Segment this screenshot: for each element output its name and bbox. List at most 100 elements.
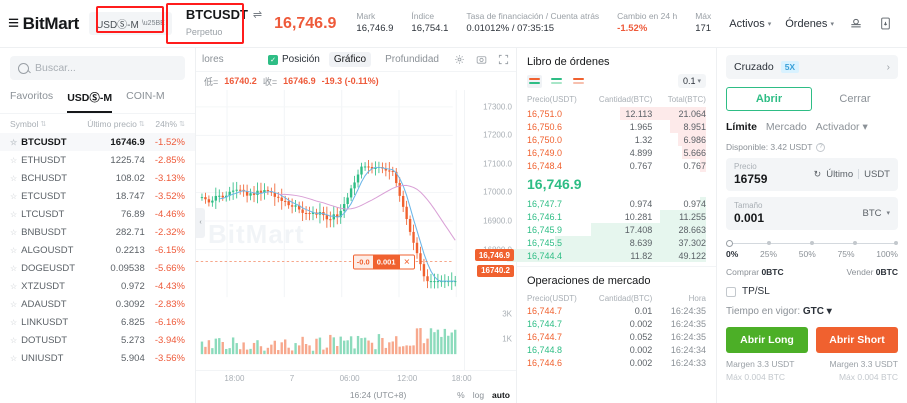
nav-orders[interactable]: Órdenes ▾ — [785, 17, 834, 30]
ask-row[interactable]: 16,748.4 0.767 0.767 — [517, 159, 716, 172]
pct-50[interactable]: 50% — [798, 249, 816, 259]
search-input[interactable]: Buscar... — [10, 56, 185, 80]
symbol-sidebar: Buscar... Favoritos USDⓈ-M COIN-M Symbol… — [0, 48, 196, 403]
symbol-row[interactable]: ☆ XTZUSDT 0.972 -4.43% — [0, 277, 195, 295]
orderbook-columns: Precio(USDT) Cantidad(BTC) Total(BTC) — [517, 93, 716, 107]
favorite-star-icon[interactable]: ☆ — [10, 317, 18, 327]
bid-row[interactable]: 16,744.4 11.82 49.122 — [507, 249, 716, 262]
pct-100[interactable]: 100% — [876, 249, 898, 259]
pct-25[interactable]: 25% — [760, 249, 778, 259]
tpsl-checkbox[interactable]: TP/SL — [726, 286, 898, 297]
layout-bids-icon[interactable] — [549, 75, 564, 88]
bid-row[interactable]: 16,746.1 10.281 11.255 — [517, 210, 716, 223]
open-short-button[interactable]: Abrir Short — [816, 327, 898, 353]
tab-limite[interactable]: Límite — [726, 121, 757, 133]
orderbook-precision-select[interactable]: 0.1 ▾ — [677, 74, 706, 88]
tab-usdt-m[interactable]: USDⓈ-M — [67, 90, 113, 113]
time-in-force-selector[interactable]: Tiempo en vigor: GTC ▾ — [726, 306, 832, 317]
tab-abrir[interactable]: Abrir — [726, 87, 812, 111]
column-change-24h[interactable]: 24h% ⇅ — [155, 119, 185, 129]
favorite-star-icon[interactable]: ☆ — [10, 299, 18, 309]
open-long-button[interactable]: Abrir Long — [726, 327, 808, 353]
symbol-selector[interactable]: BTCUSDT ⇌ Perpetuo — [186, 7, 262, 40]
favorite-star-icon[interactable]: ☆ — [10, 353, 18, 363]
symbol-row[interactable]: ☆ LTCUSDT 76.89 -4.46% — [0, 205, 195, 223]
fullscreen-icon[interactable] — [497, 53, 510, 66]
ohlc-info-bar: 低= 16740.2 收= 16746.9 -19.3 (-0.11%) — [196, 72, 516, 90]
layout-both-icon[interactable] — [527, 74, 542, 88]
favorite-star-icon[interactable]: ☆ — [10, 281, 18, 291]
symbol-row[interactable]: ☆ ALGOUSDT 0.2213 -6.15% — [0, 241, 195, 259]
favorite-star-icon[interactable]: ☆ — [10, 155, 18, 165]
favorite-star-icon[interactable]: ☆ — [10, 173, 18, 183]
favorite-star-icon[interactable]: ☆ — [10, 227, 18, 237]
info-icon[interactable]: ? — [816, 142, 826, 152]
order-amount: 11.82 — [630, 250, 653, 261]
scale-auto-button[interactable]: auto — [492, 389, 510, 400]
layout-asks-icon[interactable] — [571, 75, 586, 88]
tab-mercado[interactable]: Mercado — [765, 121, 807, 133]
ask-row[interactable]: 16,751.0 12.113 21.064 — [517, 107, 716, 120]
margin-type-selector[interactable]: USDⓈ-M \u25BE — [89, 12, 172, 35]
tab-grafico[interactable]: Gráfico — [328, 52, 372, 67]
scale-log-button[interactable]: log — [472, 389, 485, 400]
symbol-row[interactable]: ☆ UNIUSDT 5.904 -3.56% — [0, 349, 195, 367]
tab-cerrar[interactable]: Cerrar — [839, 93, 871, 105]
tab-favoritos[interactable]: Favoritos — [10, 90, 54, 102]
last-price-button[interactable]: Último — [826, 168, 854, 180]
tab-profundidad[interactable]: Profundidad — [385, 54, 439, 65]
chart-collapse-toggle[interactable]: ‹ — [196, 207, 205, 238]
column-symbol[interactable]: Symbol ⇅ — [10, 119, 47, 129]
scale-percent-button[interactable]: % — [457, 389, 465, 400]
bid-row[interactable]: 16,745.5 8.639 37.302 — [517, 236, 716, 249]
favorite-star-icon[interactable]: ☆ — [10, 263, 18, 273]
symbol-row[interactable]: ☆ ETHUSDT 1225.74 -2.85% — [0, 151, 195, 169]
download-app-icon[interactable] — [878, 16, 894, 32]
symbol-row[interactable]: ☆ DOTUSDT 5.273 -3.94% — [0, 331, 195, 349]
settings-gear-icon[interactable] — [453, 53, 466, 66]
symbol-row[interactable]: ☆ ETCUSDT 18.747 -3.52% — [0, 187, 195, 205]
favorite-star-icon[interactable]: ☆ — [10, 209, 18, 219]
pct-75[interactable]: 75% — [837, 249, 855, 259]
stat-mark: Mark 16,746.9 — [356, 11, 394, 34]
favorite-star-icon[interactable]: ☆ — [10, 335, 18, 345]
support-icon[interactable] — [848, 16, 864, 32]
price-input[interactable]: Precio 16759 ↻ Último USDT — [726, 158, 898, 191]
price-axis[interactable]: 17300.017200.017100.017000.016900.016800… — [464, 90, 516, 370]
tab-activador[interactable]: Activador ▾ — [815, 121, 868, 133]
ask-row[interactable]: 16,750.0 1.32 6.986 — [517, 133, 716, 146]
bid-row[interactable]: 16,747.7 0.974 0.974 — [517, 197, 716, 210]
symbol-row[interactable]: ☆ BCHUSDT 108.02 -3.13% — [0, 169, 195, 187]
ohlc-close-value: 16746.9 — [283, 76, 316, 86]
ask-row[interactable]: 16,750.6 1.965 8.951 — [517, 120, 716, 133]
ask-row[interactable]: 16,749.0 4.899 5.666 — [517, 146, 716, 159]
favorite-star-icon[interactable]: ☆ — [10, 137, 18, 147]
symbol-row[interactable]: ☆ BNBUSDT 282.71 -2.32% — [0, 223, 195, 241]
symbol-label: LINKUSDT — [21, 316, 69, 328]
candlestick-chart[interactable]: BitMart ‹ 17300.0 17200.0 17100.0 17000.0 16… — [196, 90, 516, 370]
symbol-row[interactable]: ☆ DOGEUSDT 0.09538 -5.66% — [0, 259, 195, 277]
slider-handle[interactable] — [726, 240, 733, 247]
symbol-label: ADAUSDT — [21, 298, 67, 310]
brand-logo[interactable]: ≡ BitMart — [8, 13, 79, 35]
size-input[interactable]: Tamaño 0.001 BTC ▾ — [726, 197, 898, 230]
symbol-row[interactable]: ☆ LINKUSDT 6.825 -6.16% — [0, 313, 195, 331]
symbol-row[interactable]: ☆ ADAUSDT 0.3092 -2.83% — [0, 295, 195, 313]
symbol-row[interactable]: ☆ BTCUSDT 16746.9 -1.52% — [0, 133, 195, 151]
nav-assets[interactable]: Activos ▾ — [729, 17, 772, 30]
pct-0[interactable]: 0% — [726, 249, 739, 259]
order-total: 28.663 — [678, 224, 706, 235]
position-checkbox[interactable]: ✓ Posición — [268, 54, 320, 65]
margin-mode-leverage-selector[interactable]: Cruzado 5X › — [726, 55, 898, 79]
favorite-star-icon[interactable]: ☆ — [10, 191, 18, 201]
column-last-price[interactable]: Último precio ⇅ — [87, 119, 145, 129]
cancel-order-icon[interactable]: ✕ — [399, 255, 415, 269]
symbol-list: ☆ BTCUSDT 16746.9 -1.52% ☆ ETHUSDT 1225.74 -2.8… — [0, 133, 195, 403]
size-percent-slider[interactable] — [726, 240, 899, 248]
tab-coin-m[interactable]: COIN-M — [126, 90, 165, 102]
favorite-star-icon[interactable]: ☆ — [10, 245, 18, 255]
open-order-marker[interactable]: -0.0 0.001 ✕ — [352, 254, 416, 270]
refresh-icon[interactable]: ↻ — [813, 168, 822, 179]
bid-row[interactable]: 16,745.9 17.408 28.663 — [517, 223, 716, 236]
camera-snapshot-icon[interactable] — [475, 53, 488, 66]
